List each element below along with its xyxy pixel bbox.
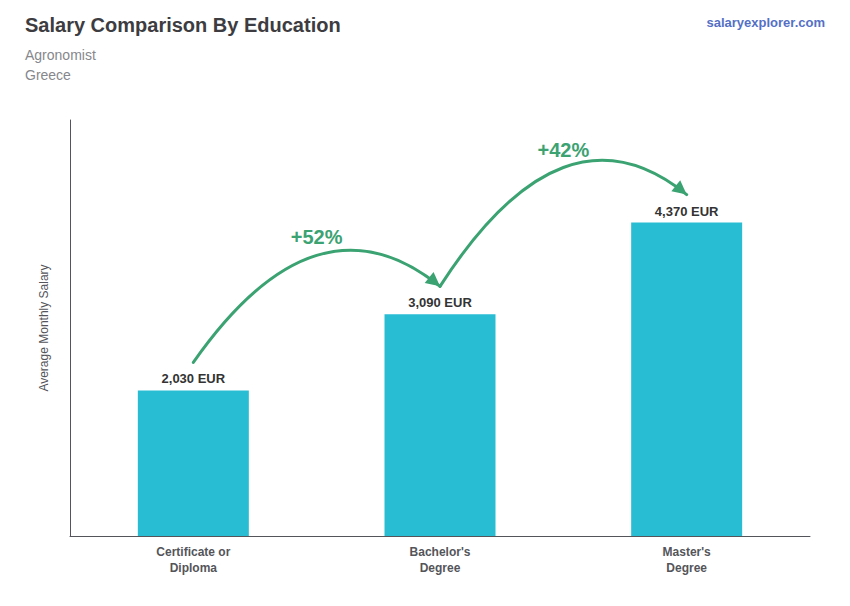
svg-text:Degree: Degree	[420, 561, 461, 575]
svg-text:Diploma: Diploma	[170, 561, 218, 575]
svg-text:Master's: Master's	[663, 545, 712, 559]
svg-text:Certificate or: Certificate or	[156, 545, 230, 559]
svg-text:3,090 EUR: 3,090 EUR	[408, 295, 472, 310]
svg-text:4,370 EUR: 4,370 EUR	[655, 204, 719, 219]
svg-text:+42%: +42%	[537, 139, 589, 161]
svg-text:Average Monthly Salary: Average Monthly Salary	[37, 264, 51, 391]
svg-text:Bachelor's: Bachelor's	[410, 545, 471, 559]
svg-text:Agronomist: Agronomist	[25, 47, 96, 63]
svg-text:Greece: Greece	[25, 67, 71, 83]
svg-text:+52%: +52%	[291, 226, 343, 248]
svg-text:2,030 EUR: 2,030 EUR	[162, 371, 226, 386]
svg-text:salaryexplorer.com: salaryexplorer.com	[706, 15, 825, 30]
svg-text:Degree: Degree	[666, 561, 707, 575]
svg-text:Salary Comparison By Education: Salary Comparison By Education	[25, 14, 341, 36]
